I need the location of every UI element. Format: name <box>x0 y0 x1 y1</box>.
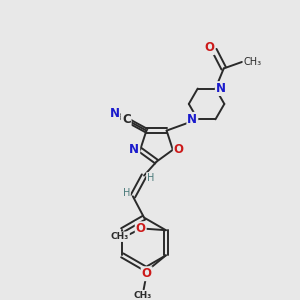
Text: O: O <box>204 41 214 54</box>
Text: CH₃: CH₃ <box>243 57 262 67</box>
Text: N: N <box>216 82 226 95</box>
Text: CH₃: CH₃ <box>133 291 151 300</box>
Text: O: O <box>136 222 146 235</box>
Text: O: O <box>174 143 184 156</box>
Text: H: H <box>123 188 130 198</box>
Text: C: C <box>122 113 131 126</box>
Text: CH₃: CH₃ <box>111 232 129 241</box>
Text: H: H <box>147 173 154 183</box>
Text: O: O <box>142 267 152 280</box>
Text: N: N <box>110 107 119 120</box>
Text: N: N <box>188 113 197 126</box>
Text: N: N <box>129 143 139 156</box>
